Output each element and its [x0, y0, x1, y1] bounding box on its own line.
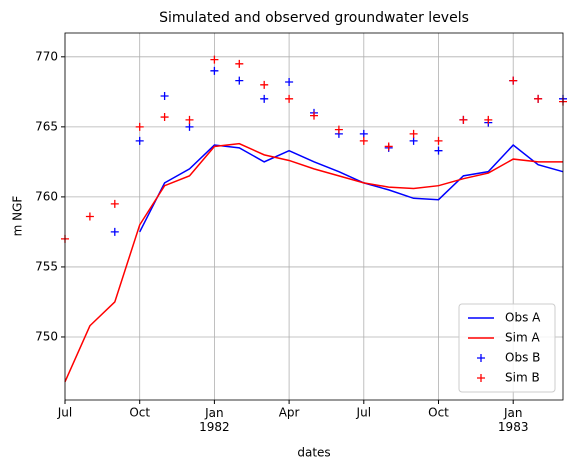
marker: [384, 142, 393, 151]
marker: [334, 125, 343, 134]
series-line: [64, 142, 563, 383]
marker: [135, 136, 144, 145]
marker: [260, 94, 269, 103]
marker: [260, 80, 269, 89]
marker: [434, 136, 443, 145]
marker: [160, 92, 169, 101]
series-line: [139, 144, 564, 233]
plot-frame: [64, 32, 564, 401]
marker: [459, 115, 468, 124]
marker: [210, 66, 219, 75]
marker: [359, 129, 368, 138]
marker: [484, 115, 493, 124]
marker: [210, 55, 219, 64]
x-tick-label: Jan 1982: [199, 406, 230, 434]
marker: [310, 111, 318, 120]
legend-swatch: [477, 354, 485, 362]
y-tick-label: 765: [35, 119, 58, 133]
marker: [85, 212, 94, 221]
marker: [409, 136, 418, 145]
marker: [160, 113, 169, 122]
legend-swatch: [477, 374, 485, 382]
legend-label: Obs B: [505, 351, 540, 365]
y-tick-label: 755: [35, 259, 58, 273]
marker: [185, 122, 194, 131]
marker: [285, 78, 294, 87]
marker: [110, 199, 119, 208]
marker: [235, 76, 244, 85]
marker: [409, 129, 418, 138]
marker: [110, 227, 119, 236]
marker: [359, 136, 368, 145]
x-axis-label: dates: [297, 446, 330, 460]
marker: [185, 115, 194, 124]
x-tick-label: Jan 1983: [498, 406, 529, 434]
y-tick-label: 760: [35, 189, 58, 203]
marker: [434, 146, 443, 155]
marker: [534, 94, 543, 103]
y-tick-label: 770: [35, 49, 58, 63]
legend-label: Sim A: [505, 331, 540, 345]
legend-label: Obs A: [505, 311, 541, 325]
legend-label: Sim B: [505, 371, 540, 385]
x-tick-label: Oct: [428, 406, 449, 420]
marker: [285, 94, 294, 103]
x-tick-label: Oct: [129, 406, 150, 420]
y-tick-label: 750: [35, 329, 58, 343]
marker: [235, 59, 244, 68]
marker: [135, 122, 144, 131]
x-tick-label: Apr: [279, 406, 300, 420]
x-tick-label: Jul: [57, 406, 72, 420]
legend-box: [458, 303, 556, 393]
marker: [509, 76, 518, 85]
y-axis-label: m NGF: [11, 196, 25, 237]
chart-title: Simulated and observed groundwater level…: [159, 10, 469, 26]
x-tick-label: Jul: [356, 406, 371, 420]
